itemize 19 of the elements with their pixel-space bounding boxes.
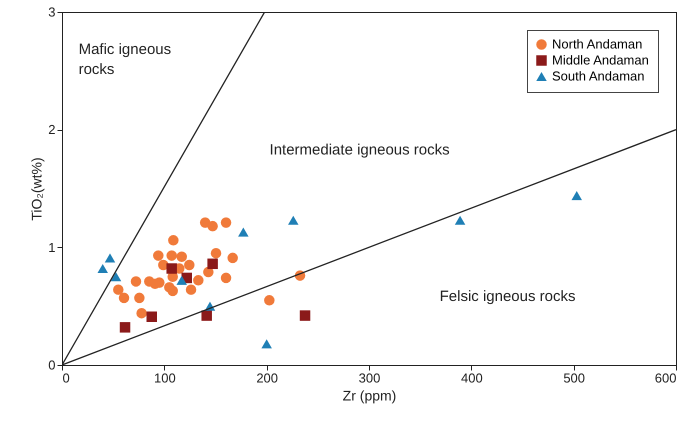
annotation: Felsic igneous rocks	[440, 288, 576, 306]
x-tick-label: 600	[654, 370, 676, 386]
x-tick-label: 200	[256, 370, 278, 386]
x-tick-label: 300	[358, 370, 380, 386]
annotation: Mafic igneous rocks	[78, 41, 172, 78]
x-tick-label: 400	[460, 370, 483, 386]
legend-label: Middle Andaman	[552, 52, 649, 68]
legend-label: North Andaman	[552, 36, 642, 52]
x-tick-label: 0	[62, 370, 70, 386]
x-tick-label: 100	[154, 370, 176, 386]
y-tick-label: 3	[48, 4, 56, 20]
y-tick-label: 2	[48, 122, 56, 138]
x-tick-label: 500	[563, 370, 586, 386]
annotation: Intermediate igneous rocks	[270, 142, 450, 159]
x-axis-title: Zr (ppm)	[342, 388, 396, 404]
legend-label: South Andaman	[552, 68, 645, 84]
y-axis-title: TiO₂(wt%)	[28, 157, 44, 221]
y-tick-label: 1	[48, 240, 56, 255]
y-tick-label: 0	[48, 358, 56, 372]
